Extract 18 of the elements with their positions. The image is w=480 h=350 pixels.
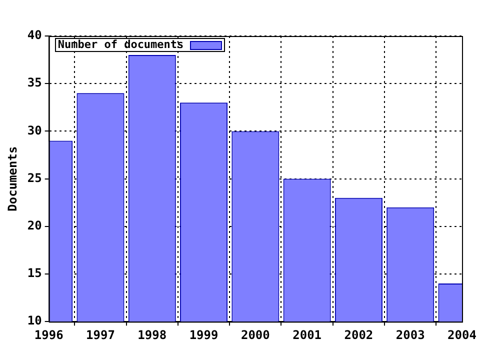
x-tick-label: 1998 [138, 328, 167, 342]
x-tick-label: 2002 [344, 328, 374, 342]
y-axis-title: Documents [5, 146, 20, 212]
series-label: Number of documents [58, 38, 184, 51]
x-tick-label: 2001 [292, 328, 322, 342]
y-tick-label: 25 [27, 170, 42, 185]
y-tick-label: 20 [27, 218, 42, 233]
y-tick-label: 10 [27, 314, 42, 328]
x-tick-label: 2000 [240, 328, 270, 342]
y-tick-label: 15 [27, 266, 42, 280]
x-tick-label: 1999 [189, 328, 218, 342]
x-tick-label: 1997 [86, 328, 115, 342]
y-tick-label: 35 [27, 76, 42, 90]
y-tick-label: 30 [27, 123, 42, 138]
x-tick-label: 2004 [448, 328, 476, 342]
y-tick-label: 40 [27, 28, 42, 42]
x-tick-label: 1996 [34, 328, 64, 342]
x-tick-label: 2003 [396, 328, 425, 342]
